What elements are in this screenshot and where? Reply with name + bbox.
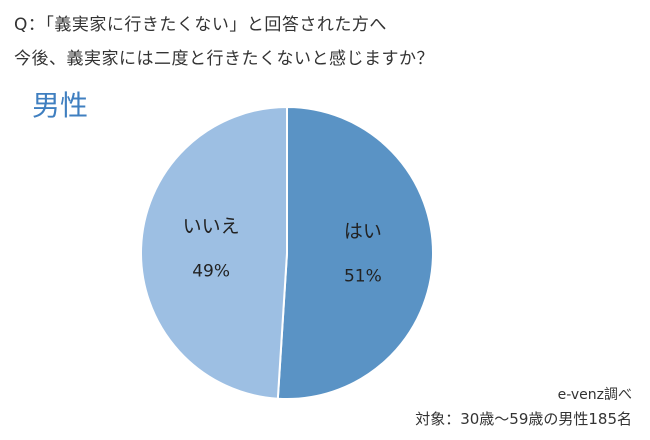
slice-value-label: 51% xyxy=(344,266,382,286)
slice-category-label: はい xyxy=(344,220,382,242)
pie-slice-no xyxy=(139,105,288,400)
chart-title: 男性 xyxy=(32,89,89,122)
slice-value-label: 49% xyxy=(192,262,230,282)
question-line-2: 今後、義実家には二度と行きたくないと感じますか？ xyxy=(14,49,434,69)
source-note: e-venz調べ xyxy=(557,387,632,403)
target-note: 対象：30歳〜59歳の男性185名 xyxy=(415,410,632,428)
question-line-1: Q：「義実家に行きたくない」と回答された方へ xyxy=(14,15,387,35)
slice-category-label: いいえ xyxy=(183,216,240,238)
pie-slice-yes xyxy=(276,105,434,400)
